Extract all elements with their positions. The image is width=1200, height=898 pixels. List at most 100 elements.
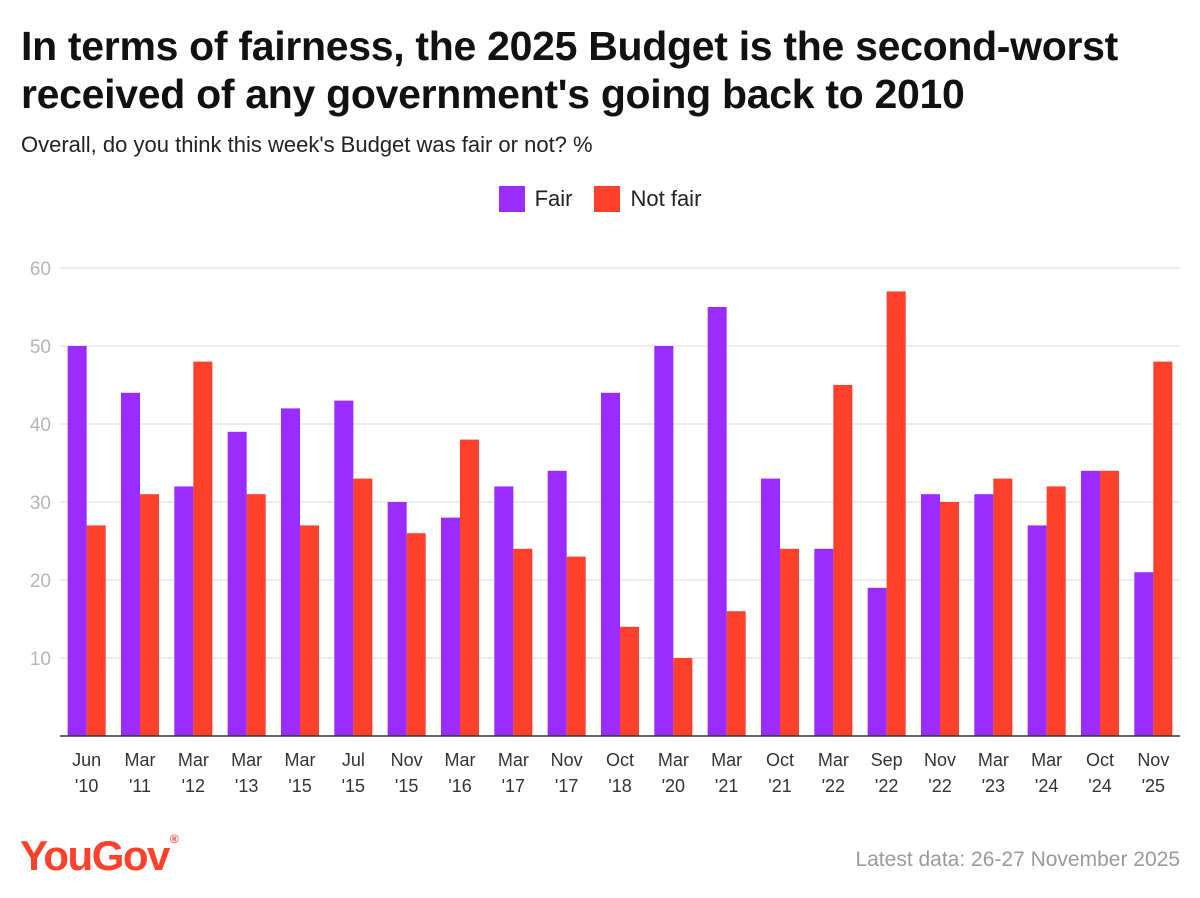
x-tick-label-month: Mar [178,750,209,770]
x-tick-label-month: Nov [391,750,423,770]
bar-not-fair-nov-17 [566,556,586,736]
x-tick-label-month: Mar [978,750,1009,770]
bar-fair-mar-24 [1027,525,1047,736]
legend-item-not-fair: Not fair [594,186,701,212]
x-tick-label-month: Mar [1031,750,1062,770]
latest-data-note: Latest data: 26-27 November 2025 [855,848,1180,871]
legend: Fair Not fair [0,186,1200,212]
bar-not-fair-mar-23 [993,478,1013,736]
bar-not-fair-oct-18 [620,626,639,736]
bar-chart: 10 20 30 40 50 60 Jun '10 Mar '11 Mar '12 Mar '13 Mar '… [30,259,1180,796]
x-tick-label-year: '22 [875,776,898,796]
bar-not-fair-nov-22 [940,502,959,736]
legend-item-fair: Fair [498,186,573,212]
x-tick-label-month: Mar [711,750,742,770]
bar-fair-mar-16 [441,517,460,736]
x-tick-label-year: '18 [608,776,631,796]
x-tick-label-month: Oct [766,750,794,770]
bar-fair-oct-18 [601,392,620,736]
legend-swatch-not-fair [594,186,621,212]
x-tick-label-month: Mar [498,750,529,770]
bar-not-fair-mar-21 [726,611,746,736]
x-tick-label-year: '22 [928,776,951,796]
bar-fair-mar-23 [974,494,994,736]
bar-fair-jun-10 [67,346,87,736]
bar-not-fair-jul-15 [353,478,373,736]
yougov-logo: YouGov® [20,832,179,879]
x-tick-label-year: '20 [662,776,685,796]
x-tick-label-month: Sep [871,750,903,770]
bar-fair-nov-22 [921,494,940,736]
bar-fair-jul-15 [334,400,354,736]
x-tick-label-year: '15 [342,776,365,796]
chart-subtitle: Overall, do you think this week's Budget… [21,132,593,157]
bar-not-fair-mar-12 [193,361,213,736]
bar-fair-mar-12 [174,486,194,736]
bar-fair-nov-15 [387,502,407,736]
x-tick-label-year: '23 [982,776,1005,796]
x-tick-label-month: Mar [658,750,689,770]
bar-fair-mar-22 [814,548,834,736]
bar-not-fair-mar-13 [246,494,266,736]
bar-fair-mar-15 [281,408,300,736]
y-tick-label-10: 10 [30,649,51,670]
legend-label-fair: Fair [534,186,573,211]
x-tick-label-month: Nov [924,750,956,770]
bar-fair-mar-13 [227,431,247,736]
bar-fair-mar-20 [654,346,674,736]
bar-not-fair-sep-22 [886,291,906,736]
bar-fair-mar-21 [707,307,727,736]
x-tick-label-month: Jun [72,750,101,770]
bar-fair-nov-25 [1134,572,1154,736]
bar-fair-mar-17 [494,486,514,736]
bar-fair-oct-21 [761,478,780,736]
bar-not-fair-nov-25 [1153,361,1173,736]
brand-name: YouGov [20,832,170,879]
x-tick-label-month: Oct [606,750,634,770]
x-tick-label-year: '25 [1142,776,1165,796]
chart-title: In terms of fairness, the 2025 Budget is… [21,23,1119,117]
x-tick-label-month: Mar [285,750,316,770]
x-tick-label-year: '21 [768,776,791,796]
bar-not-fair-oct-24 [1100,470,1119,736]
bar-fair-oct-24 [1081,470,1100,736]
y-tick-label-30: 30 [30,493,51,514]
x-tick-label-year: '10 [75,776,98,796]
bar-not-fair-mar-17 [513,548,533,736]
x-tick-label-month: Nov [1137,750,1169,770]
y-tick-label-20: 20 [30,571,51,592]
y-tick-label-40: 40 [30,415,51,436]
bar-not-fair-jun-10 [86,525,106,736]
x-tick-label-year: '12 [182,776,205,796]
legend-swatch-fair [498,186,525,212]
bar-not-fair-nov-15 [406,533,426,736]
x-tick-label-year: '11 [129,776,151,796]
bar-not-fair-mar-16 [460,439,479,736]
x-tick-label-year: '15 [395,776,418,796]
bar-fair-nov-17 [547,470,567,736]
bar-fair-sep-22 [867,587,887,736]
x-tick-label-month: Jul [342,750,365,770]
x-tick-label-month: Nov [551,750,583,770]
x-tick-label-month: Mar [818,750,849,770]
x-tick-label-year: '21 [715,776,738,796]
x-tick-label-year: '17 [555,776,578,796]
x-tick-label-year: '22 [822,776,845,796]
x-tick-label-year: '24 [1088,776,1111,796]
x-tick-label-year: '15 [288,776,311,796]
y-tick-label-50: 50 [30,337,51,358]
x-tick-label-month: Oct [1086,750,1114,770]
bar-not-fair-mar-24 [1046,486,1066,736]
bar-fair-mar-11 [121,392,140,736]
x-tick-label-month: Mar [231,750,262,770]
x-tick-label-year: '13 [235,776,258,796]
x-tick-label-year: '16 [448,776,471,796]
x-tick-label-year: '24 [1035,776,1058,796]
bar-not-fair-oct-21 [780,548,799,736]
x-tick-label-month: Mar [125,750,156,770]
bar-not-fair-mar-22 [833,385,853,736]
bar-not-fair-mar-20 [673,658,693,736]
x-tick-label-month: Mar [445,750,476,770]
x-tick-label-year: '17 [502,776,525,796]
legend-label-not-fair: Not fair [630,186,702,211]
